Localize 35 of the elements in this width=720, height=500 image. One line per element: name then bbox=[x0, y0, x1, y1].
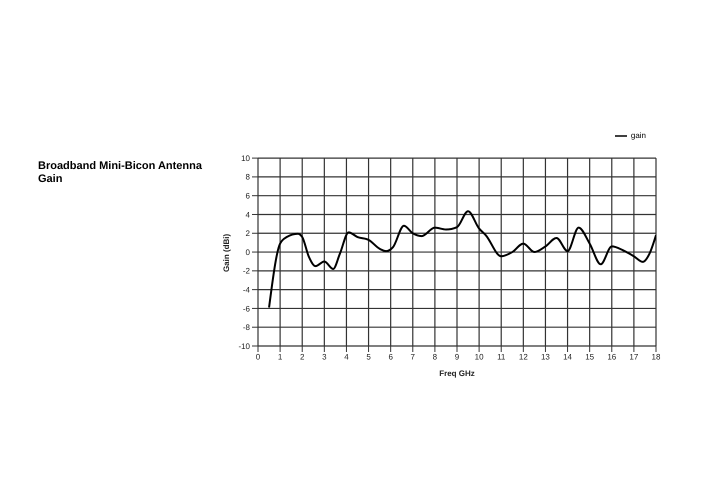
x-tick-label: 3 bbox=[322, 352, 328, 362]
x-tick-label: 15 bbox=[585, 352, 595, 362]
x-axis-title: Freq GHz bbox=[439, 369, 475, 378]
x-tick-label: 17 bbox=[629, 352, 639, 362]
y-tick-label: -8 bbox=[242, 323, 251, 332]
y-tick-label: 8 bbox=[246, 172, 251, 182]
x-tick-label: 8 bbox=[432, 352, 438, 362]
y-tick-label: 4 bbox=[246, 210, 251, 220]
y-axis-title: Gain (dBi) bbox=[222, 234, 231, 272]
x-tick-label: 5 bbox=[366, 352, 372, 362]
x-tick-label: 1 bbox=[278, 352, 283, 362]
x-tick-label: 18 bbox=[652, 352, 661, 362]
y-tick-label: -6 bbox=[242, 304, 251, 314]
y-tick-label: 10 bbox=[241, 154, 251, 163]
x-tick-label: 13 bbox=[540, 352, 550, 362]
x-tick-label: 0 bbox=[256, 352, 261, 362]
x-tick-label: 16 bbox=[607, 352, 617, 362]
x-tick-label: 2 bbox=[300, 352, 305, 362]
x-tick-label: 14 bbox=[563, 352, 573, 362]
y-tick-label: 2 bbox=[246, 229, 251, 238]
x-tick-label: 9 bbox=[454, 352, 460, 362]
y-tick-label: -10 bbox=[238, 342, 251, 351]
x-tick-label: 11 bbox=[497, 352, 506, 362]
x-tick-label: 10 bbox=[474, 352, 484, 362]
y-tick-label: 0 bbox=[246, 248, 251, 257]
y-tick-label: -4 bbox=[242, 285, 251, 294]
text: Broadband Mini-Bicon Antenna Gain bbox=[38, 160, 203, 186]
x-tick-label: 7 bbox=[410, 352, 416, 362]
y-tick-label: 6 bbox=[246, 192, 251, 201]
line-series bbox=[268, 210, 656, 308]
x-tick-label: 6 bbox=[388, 352, 394, 362]
legend-label: gain bbox=[630, 131, 646, 140]
x-tick-label: 4 bbox=[344, 352, 350, 362]
x-tick-label: 12 bbox=[518, 352, 528, 362]
y-tick-label: -2 bbox=[242, 266, 251, 276]
